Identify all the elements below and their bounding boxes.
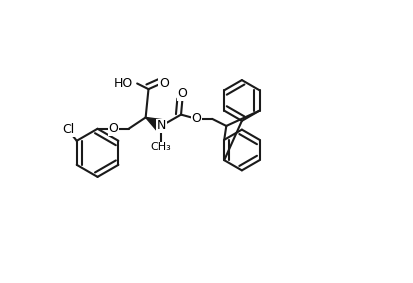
Text: CH₃: CH₃ (151, 142, 171, 152)
Text: Cl: Cl (62, 123, 74, 136)
Text: O: O (159, 77, 169, 90)
Text: HO: HO (114, 77, 133, 90)
Text: O: O (178, 87, 188, 100)
Text: O: O (108, 122, 118, 135)
Polygon shape (146, 117, 164, 132)
Text: N: N (157, 119, 166, 132)
Text: O: O (192, 112, 202, 125)
